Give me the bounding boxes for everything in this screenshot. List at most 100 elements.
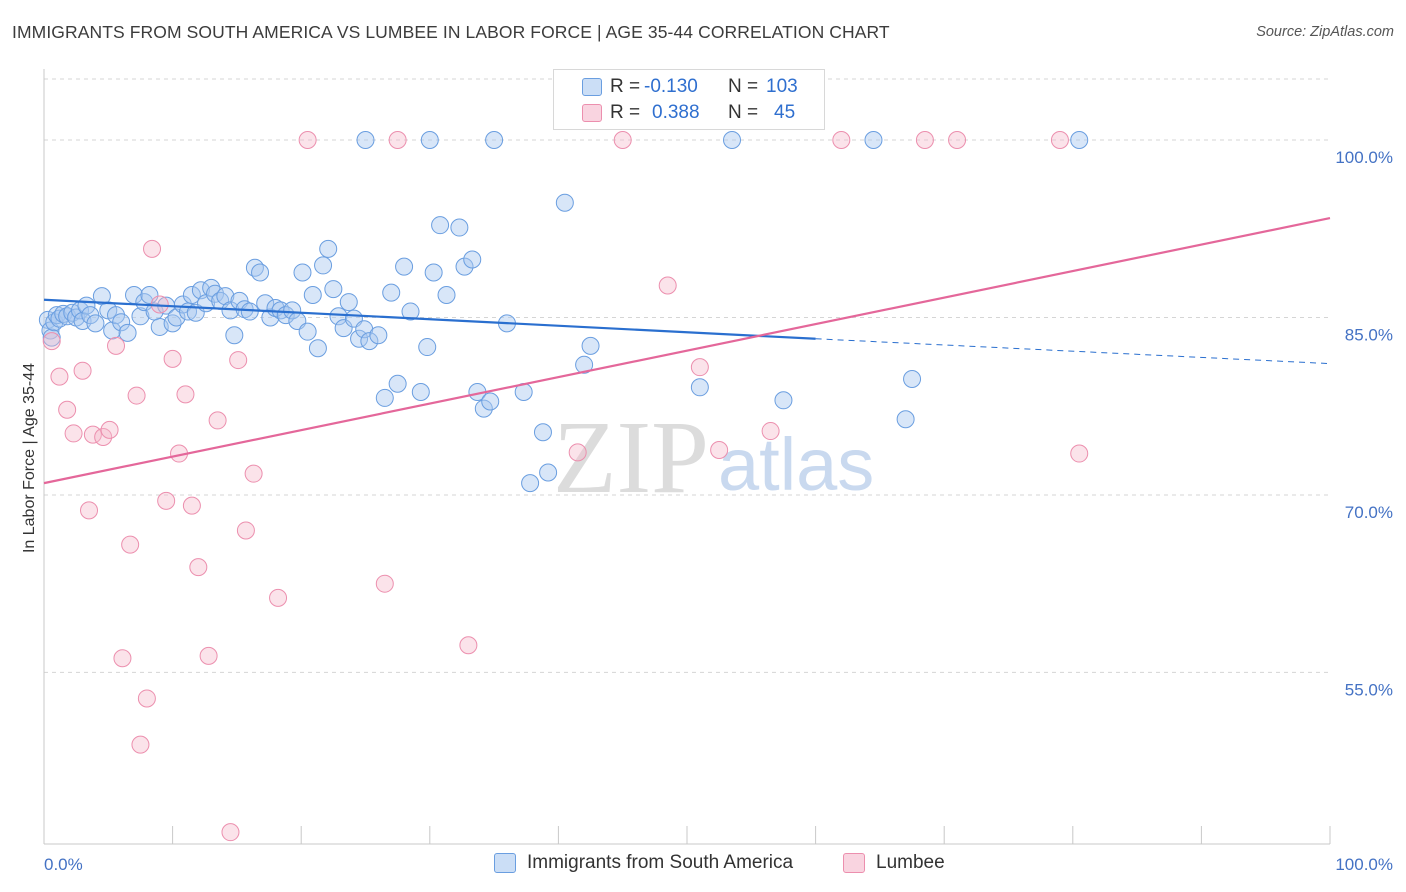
- x-tick-label: 100.0%: [1335, 855, 1393, 874]
- data-point-lumbee: [658, 276, 677, 295]
- data-point-lumbee: [459, 636, 478, 655]
- data-point-immigrants: [283, 301, 302, 320]
- data-point-immigrants: [293, 263, 312, 282]
- data-point-immigrants: [240, 302, 259, 321]
- data-point-immigrants: [324, 280, 343, 299]
- data-point-lumbee: [80, 501, 99, 520]
- data-point-immigrants: [360, 332, 379, 351]
- data-point-lumbee: [236, 521, 255, 540]
- data-point-lumbee: [157, 491, 176, 510]
- data-point-immigrants: [411, 383, 430, 402]
- data-point-lumbee: [1070, 444, 1089, 463]
- data-point-lumbee: [298, 130, 317, 149]
- data-point-immigrants: [245, 258, 264, 277]
- data-point-lumbee: [244, 464, 263, 483]
- legend-n-value: 103: [766, 76, 798, 97]
- data-point-immigrants: [298, 322, 317, 341]
- data-point-lumbee: [42, 332, 61, 351]
- data-point-immigrants: [474, 399, 493, 418]
- data-point-immigrants: [356, 130, 375, 149]
- source-credit: Source: ZipAtlas.com: [1256, 24, 1394, 40]
- data-point-lumbee: [690, 358, 709, 377]
- data-point-immigrants: [450, 218, 469, 237]
- data-point-immigrants: [375, 388, 394, 407]
- data-point-lumbee: [58, 400, 77, 419]
- data-point-lumbee: [761, 422, 780, 441]
- data-point-immigrants: [896, 410, 915, 429]
- y-tick-label: 70.0%: [1345, 503, 1393, 522]
- trend-line-lumbee: [43, 217, 1331, 485]
- data-point-lumbee: [832, 130, 851, 149]
- data-point-immigrants: [182, 285, 201, 304]
- data-point-lumbee: [613, 130, 632, 149]
- legend-n-label: N =: [728, 76, 759, 97]
- data-point-lumbee: [50, 367, 69, 386]
- data-point-lumbee: [113, 649, 132, 668]
- data-point-immigrants: [903, 370, 922, 388]
- data-point-immigrants: [339, 293, 358, 312]
- data-point-immigrants: [485, 130, 504, 149]
- data-point-immigrants: [216, 287, 235, 306]
- legend-row-lumbee: R = 0.388 N = 45: [568, 101, 818, 127]
- legend-swatch-blue: [582, 78, 602, 96]
- data-point-immigrants: [420, 130, 439, 149]
- legend-row-immigrants: R = -0.130 N = 103: [568, 75, 818, 101]
- data-point-lumbee: [143, 239, 162, 258]
- data-point-lumbee: [163, 349, 182, 368]
- watermark-atlas: atlas: [718, 423, 874, 506]
- data-point-immigrants: [539, 463, 558, 482]
- data-point-immigrants: [225, 326, 244, 345]
- data-point-immigrants: [112, 313, 131, 332]
- data-point-immigrants: [334, 319, 353, 338]
- series-lumbee-points: [42, 130, 1089, 842]
- data-point-lumbee: [948, 130, 967, 149]
- data-point-lumbee: [221, 823, 240, 842]
- data-point-lumbee: [182, 496, 201, 515]
- data-point-lumbee: [388, 130, 407, 149]
- data-point-immigrants: [140, 285, 159, 304]
- chart-title: IMMIGRANTS FROM SOUTH AMERICA VS LUMBEE …: [12, 22, 890, 42]
- data-point-lumbee: [915, 130, 934, 149]
- data-point-immigrants: [431, 216, 450, 235]
- y-axis-label: In Labor Force | Age 35-44: [21, 363, 38, 553]
- data-point-immigrants: [118, 323, 137, 342]
- data-point-immigrants: [690, 378, 709, 397]
- data-point-lumbee: [137, 689, 156, 708]
- data-point-immigrants: [167, 308, 186, 327]
- data-point-immigrants: [1070, 130, 1089, 149]
- legend-r-value: 0.388: [652, 102, 700, 123]
- data-point-immigrants: [418, 338, 437, 357]
- data-point-lumbee: [100, 420, 119, 439]
- data-point-immigrants: [455, 257, 474, 276]
- legend-r-label: R =: [610, 102, 641, 123]
- data-point-lumbee: [94, 427, 113, 446]
- data-point-lumbee: [73, 361, 92, 380]
- data-point-lumbee: [229, 351, 248, 370]
- data-point-immigrants: [319, 239, 338, 258]
- data-point-lumbee: [131, 735, 150, 754]
- x-tick-label: 0.0%: [44, 855, 83, 874]
- data-point-immigrants: [463, 250, 482, 269]
- data-point-immigrants: [864, 130, 883, 149]
- data-point-lumbee: [189, 558, 208, 577]
- trend-line-immigrants: [43, 298, 816, 340]
- data-point-immigrants: [401, 302, 420, 321]
- data-point-immigrants: [555, 193, 574, 212]
- watermark-zip: ZIP: [553, 400, 709, 515]
- data-point-lumbee: [121, 535, 140, 554]
- data-point-immigrants: [521, 474, 540, 493]
- data-point-lumbee: [1050, 130, 1069, 149]
- data-point-immigrants: [395, 257, 414, 276]
- data-point-immigrants: [251, 263, 270, 282]
- data-point-immigrants: [329, 307, 348, 326]
- data-point-immigrants: [86, 314, 105, 333]
- data-point-lumbee: [199, 646, 218, 665]
- trend-lines: [43, 217, 1331, 485]
- data-point-immigrants: [314, 256, 333, 275]
- bottom-legend-label: Immigrants from South America: [527, 852, 794, 873]
- tick-labels: 55.0% 70.0% 85.0% 100.0% 0.0% 100.0%: [44, 148, 1393, 874]
- data-point-lumbee: [710, 440, 729, 459]
- data-point-immigrants: [388, 374, 407, 393]
- data-point-immigrants: [723, 130, 742, 149]
